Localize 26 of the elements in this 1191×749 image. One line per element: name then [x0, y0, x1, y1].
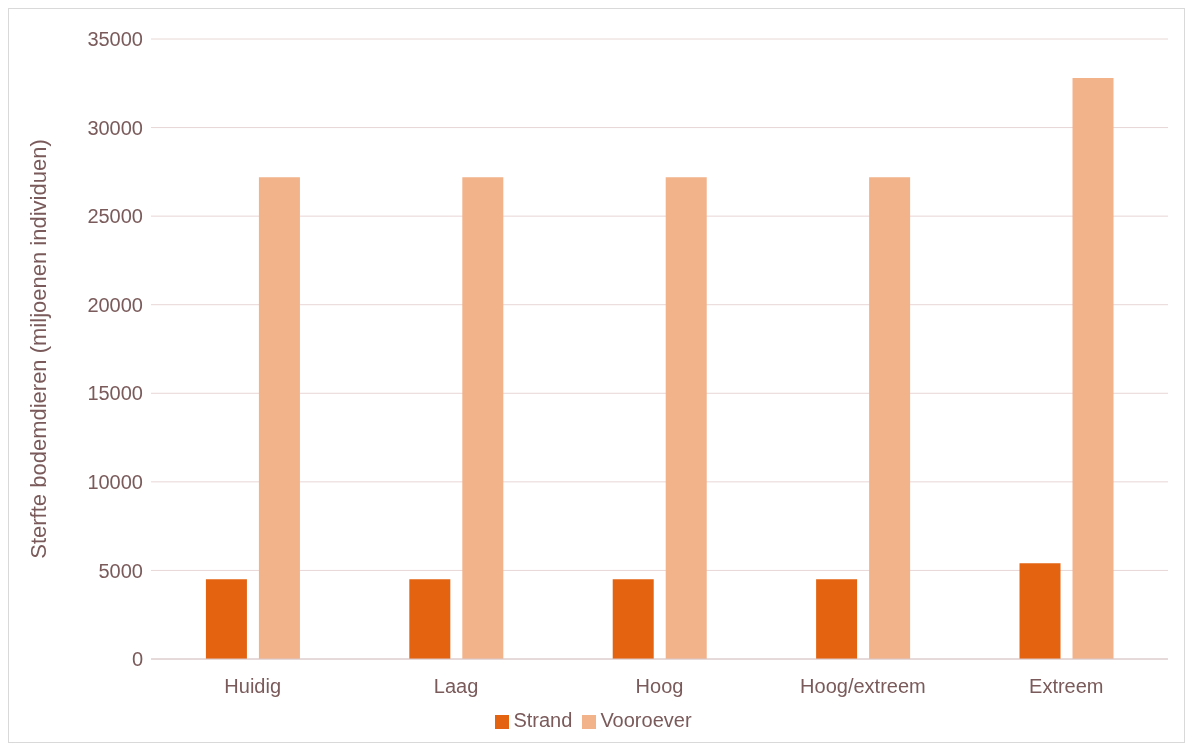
x-tick-label: Extreem	[1029, 675, 1104, 698]
y-tick-label: 25000	[87, 205, 143, 228]
bar	[462, 177, 504, 659]
bar	[409, 579, 451, 659]
y-tick-label: 35000	[87, 28, 143, 51]
x-tick-label: Hoog	[635, 675, 684, 698]
x-tick-label: Huidig	[224, 675, 282, 698]
bar	[1019, 563, 1061, 659]
y-tick-label: 30000	[87, 116, 143, 139]
bar	[612, 579, 654, 659]
y-tick-label: 10000	[87, 470, 143, 493]
bar	[665, 177, 707, 659]
legend-label: Vooroever	[600, 709, 692, 731]
bar	[205, 579, 247, 659]
legend-label: Strand	[513, 709, 573, 731]
y-tick-label: 0	[131, 648, 143, 671]
x-tick-label: Laag	[433, 675, 479, 698]
bar	[816, 579, 858, 659]
y-tick-label: 5000	[98, 559, 143, 582]
x-tick-label: Hoog/extreem	[800, 675, 926, 698]
bar	[869, 177, 911, 659]
bar	[258, 177, 300, 659]
y-tick-label: 20000	[87, 293, 143, 316]
y-axis-title: Sterfte bodemdieren (miljoenen individuen)	[25, 139, 51, 559]
y-tick-label: 15000	[87, 382, 143, 405]
bar	[1072, 77, 1114, 659]
